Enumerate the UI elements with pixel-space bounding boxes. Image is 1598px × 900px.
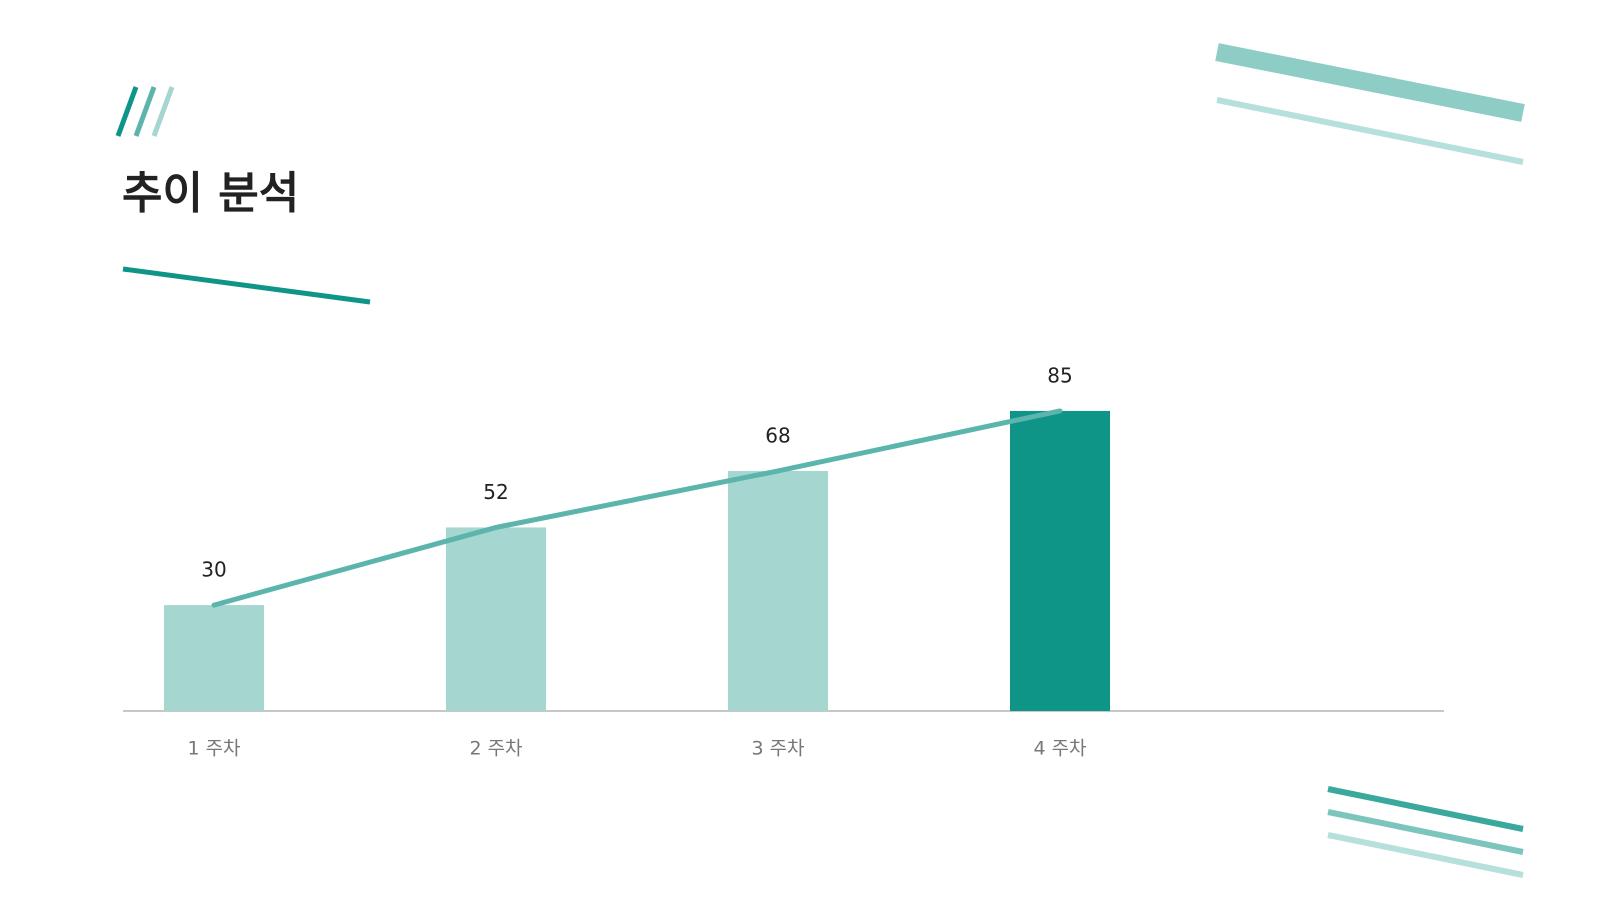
value-label: 85	[1047, 363, 1072, 387]
bar	[728, 470, 828, 711]
slide-title: 추이 분석	[122, 168, 299, 219]
bar	[1010, 410, 1110, 711]
value-label: 68	[765, 423, 790, 447]
x-tick-label: 3 주차	[751, 738, 804, 760]
value-label: 30	[201, 558, 226, 582]
x-tick-label: 2 주차	[469, 738, 522, 760]
bar	[446, 527, 546, 711]
x-tick-label: 1 주차	[187, 738, 240, 760]
value-label: 52	[483, 480, 508, 504]
x-tick-label: 4 주차	[1033, 738, 1086, 760]
bar	[164, 605, 264, 711]
trend-line	[211, 408, 1063, 608]
decoration	[115, 43, 1525, 878]
